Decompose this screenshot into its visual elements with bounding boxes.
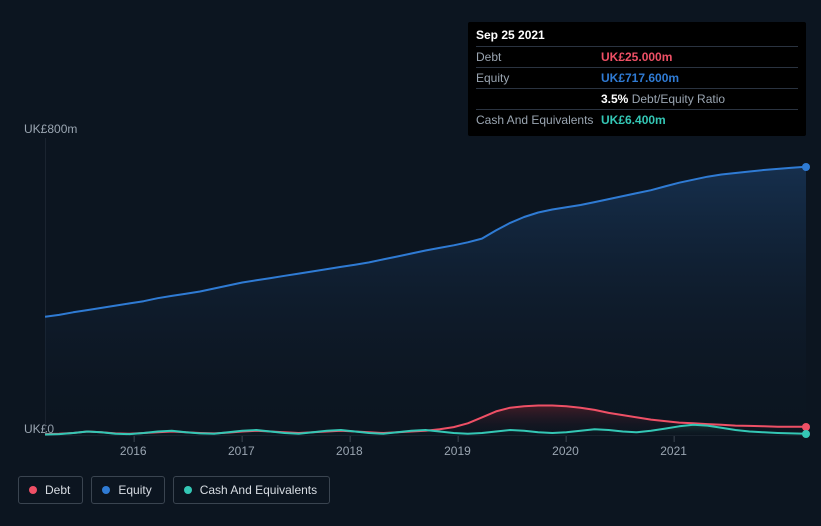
xaxis-tick: 2020 <box>552 444 579 458</box>
tick-mark <box>241 436 242 442</box>
tooltip-value-cash: UK£6.400m <box>601 113 666 127</box>
chart-xaxis: 2016 2017 2018 2019 2020 2021 <box>45 444 806 462</box>
chart-plot-area[interactable] <box>45 138 806 436</box>
tooltip-row-debt: Debt UK£25.000m <box>476 46 798 67</box>
tooltip-value-ratio: 3.5% Debt/Equity Ratio <box>601 92 725 106</box>
xaxis-label: 2019 <box>444 444 471 458</box>
xaxis-label: 2020 <box>552 444 579 458</box>
xaxis-tick: 2016 <box>120 444 147 458</box>
tooltip-value-equity: UK£717.600m <box>601 71 679 85</box>
tooltip-value-debt: UK£25.000m <box>601 50 672 64</box>
legend-label-equity: Equity <box>118 483 151 497</box>
tick-mark <box>349 436 350 442</box>
xaxis-label: 2017 <box>228 444 255 458</box>
chart-svg <box>45 138 806 436</box>
tooltip-label-debt: Debt <box>476 50 601 64</box>
tick-mark <box>133 436 134 442</box>
tooltip-row-ratio: 3.5% Debt/Equity Ratio <box>476 88 798 109</box>
legend-item-equity[interactable]: Equity <box>91 476 164 504</box>
xaxis-label: 2016 <box>120 444 147 458</box>
series-end-dot <box>802 430 810 438</box>
tooltip-row-equity: Equity UK£717.600m <box>476 67 798 88</box>
chart-legend: Debt Equity Cash And Equivalents <box>18 476 330 504</box>
tick-mark <box>674 436 675 442</box>
yaxis-label-max: UK£800m <box>24 122 77 136</box>
xaxis-tick: 2021 <box>660 444 687 458</box>
xaxis-label: 2021 <box>660 444 687 458</box>
tooltip-label-cash: Cash And Equivalents <box>476 113 601 127</box>
series-end-dot <box>802 163 810 171</box>
tick-mark <box>457 436 458 442</box>
circle-icon <box>184 486 192 494</box>
legend-item-cash[interactable]: Cash And Equivalents <box>173 476 330 504</box>
xaxis-tick: 2019 <box>444 444 471 458</box>
circle-icon <box>102 486 110 494</box>
xaxis-tick: 2017 <box>228 444 255 458</box>
xaxis-tick: 2018 <box>336 444 363 458</box>
legend-label-debt: Debt <box>45 483 70 497</box>
legend-item-debt[interactable]: Debt <box>18 476 83 504</box>
tooltip-date: Sep 25 2021 <box>476 28 798 46</box>
legend-label-cash: Cash And Equivalents <box>200 483 317 497</box>
xaxis-label: 2018 <box>336 444 363 458</box>
tick-mark <box>566 436 567 442</box>
tooltip-label-equity: Equity <box>476 71 601 85</box>
chart-tooltip: Sep 25 2021 Debt UK£25.000m Equity UK£71… <box>468 22 806 136</box>
circle-icon <box>29 486 37 494</box>
tooltip-row-cash: Cash And Equivalents UK£6.400m <box>476 109 798 130</box>
tooltip-label-ratio <box>476 92 601 106</box>
